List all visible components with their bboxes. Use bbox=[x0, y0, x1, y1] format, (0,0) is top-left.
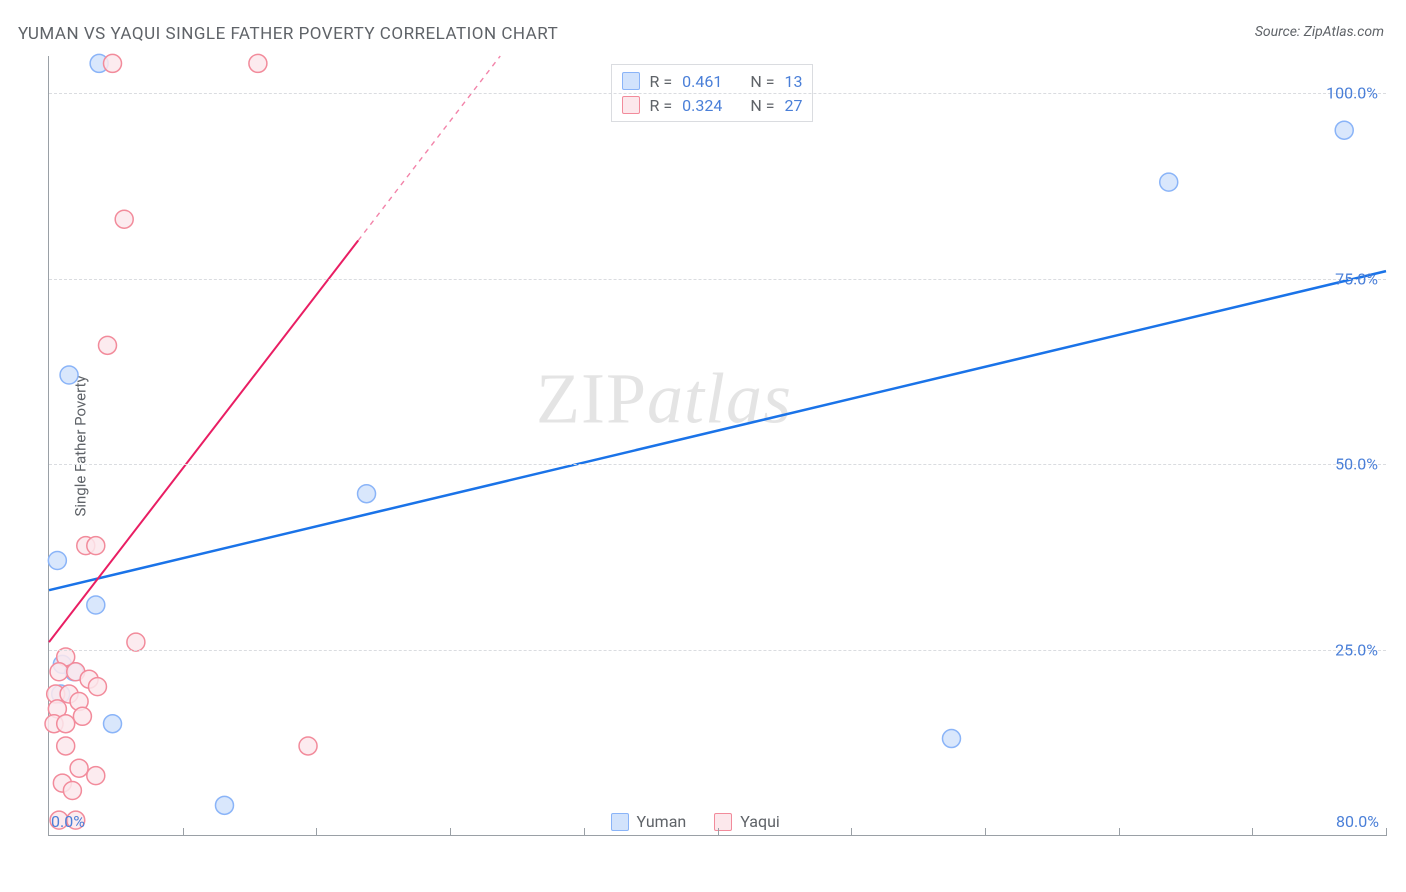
data-point bbox=[48, 551, 66, 569]
legend-row: R = 0.461 N = 13 bbox=[622, 69, 803, 93]
y-tick-label: 75.0% bbox=[1335, 269, 1378, 288]
chart-title: YUMAN VS YAQUI SINGLE FATHER POVERTY COR… bbox=[18, 24, 558, 44]
data-point bbox=[127, 633, 145, 651]
data-point bbox=[942, 730, 960, 748]
trend-line-dashed bbox=[358, 56, 500, 241]
data-point bbox=[87, 596, 105, 614]
x-tick-mark bbox=[985, 828, 986, 836]
legend-n-label: N = bbox=[750, 72, 774, 91]
source-label: Source: ZipAtlas.com bbox=[1255, 24, 1384, 40]
data-point bbox=[104, 715, 122, 733]
legend-swatch bbox=[611, 813, 629, 831]
x-tick-label: 80.0% bbox=[1336, 812, 1379, 831]
x-tick-label: 0.0% bbox=[51, 812, 85, 831]
data-point bbox=[215, 796, 233, 814]
x-tick-mark bbox=[1386, 828, 1387, 836]
x-tick-mark bbox=[450, 828, 451, 836]
data-point bbox=[1335, 121, 1353, 139]
legend-r-label: R = bbox=[650, 96, 673, 115]
data-point bbox=[63, 781, 81, 799]
data-point bbox=[70, 759, 88, 777]
data-point bbox=[358, 485, 376, 503]
x-tick-mark bbox=[584, 828, 585, 836]
data-point bbox=[87, 767, 105, 785]
data-point bbox=[249, 54, 267, 72]
trend-line bbox=[49, 271, 1386, 590]
x-tick-mark bbox=[718, 828, 719, 836]
data-point bbox=[60, 366, 78, 384]
trend-line bbox=[49, 241, 358, 643]
legend-n-value: 13 bbox=[785, 72, 803, 91]
legend-item: Yuman bbox=[611, 812, 687, 831]
data-point bbox=[98, 336, 116, 354]
y-tick-label: 100.0% bbox=[1326, 84, 1378, 103]
legend-r-value: 0.324 bbox=[682, 96, 722, 115]
legend-r-label: R = bbox=[650, 72, 673, 91]
legend-row: R = 0.324 N = 27 bbox=[622, 93, 803, 117]
data-point bbox=[73, 707, 91, 725]
legend-item: Yaqui bbox=[714, 812, 780, 831]
x-tick-mark bbox=[1119, 828, 1120, 836]
x-tick-mark bbox=[851, 828, 852, 836]
legend-series-label: Yuman bbox=[637, 812, 687, 831]
y-tick-label: 25.0% bbox=[1335, 640, 1378, 659]
data-point bbox=[299, 737, 317, 755]
legend-n-label: N = bbox=[750, 96, 774, 115]
plot-area: ZIPatlas R =0.461N =13R =0.324N =27 Yuma… bbox=[48, 56, 1386, 836]
y-tick-label: 50.0% bbox=[1335, 455, 1378, 474]
data-point bbox=[1160, 173, 1178, 191]
data-point bbox=[57, 737, 75, 755]
x-tick-mark bbox=[183, 828, 184, 836]
legend-series-label: Yaqui bbox=[740, 812, 780, 831]
plot-svg bbox=[49, 56, 1386, 835]
gridline bbox=[49, 93, 1386, 94]
gridline bbox=[49, 464, 1386, 465]
data-point bbox=[87, 537, 105, 555]
data-point bbox=[115, 210, 133, 228]
data-point bbox=[57, 715, 75, 733]
data-point bbox=[50, 663, 68, 681]
legend-series: Yuman Yaqui bbox=[611, 812, 780, 831]
x-tick-mark bbox=[1252, 828, 1253, 836]
gridline bbox=[49, 650, 1386, 651]
legend-n-value: 27 bbox=[785, 96, 803, 115]
legend-r-value: 0.461 bbox=[682, 72, 722, 91]
legend-swatch bbox=[622, 72, 640, 90]
legend-swatch bbox=[622, 96, 640, 114]
correlation-chart: YUMAN VS YAQUI SINGLE FATHER POVERTY COR… bbox=[0, 0, 1406, 892]
x-tick-mark bbox=[316, 828, 317, 836]
gridline bbox=[49, 279, 1386, 280]
data-point bbox=[104, 54, 122, 72]
data-point bbox=[88, 678, 106, 696]
